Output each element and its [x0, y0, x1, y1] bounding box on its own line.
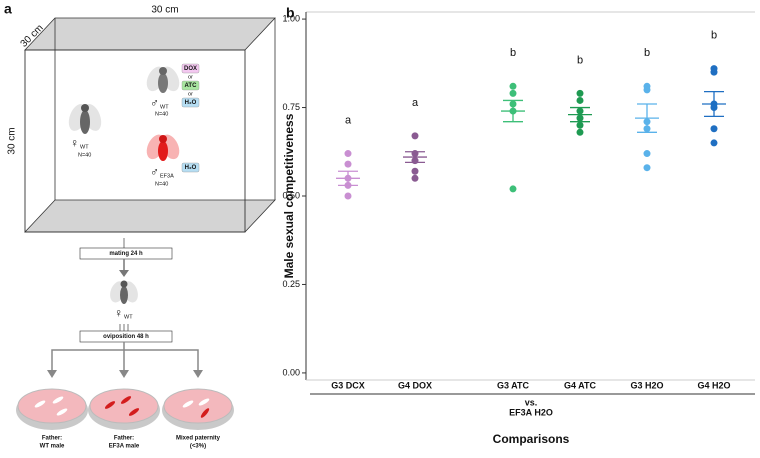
fly-offspring — [110, 280, 138, 304]
cage-top — [24, 17, 276, 51]
data-point — [643, 150, 651, 158]
data-point — [710, 68, 718, 76]
dimension: 30 cm — [7, 127, 18, 154]
significance-letter: b — [577, 54, 583, 66]
significance-letter: a — [412, 97, 419, 109]
dimension: 30 cm — [151, 5, 178, 16]
step-box — [79, 247, 173, 260]
genotype: WT — [160, 104, 169, 110]
significance-letter: b — [711, 30, 717, 42]
outcome-label: Mixed paternity — [176, 436, 221, 442]
genotype: WT — [80, 144, 89, 150]
y-tick-label: 0.75 — [282, 102, 300, 112]
outcome-label: Father: — [114, 436, 134, 442]
x-tick-label: G4 DOX — [398, 380, 432, 390]
data-point — [509, 185, 517, 193]
outcome-label: WT male — [40, 444, 65, 450]
x-tick-label: G3 ATC — [497, 380, 530, 390]
treatment: DOX — [184, 66, 197, 72]
cage-bottom — [24, 199, 276, 233]
dish — [88, 388, 160, 430]
y-axis-title: Male sexual competitiveness — [282, 113, 296, 278]
data-point — [643, 164, 651, 172]
arrowhead — [119, 370, 129, 378]
data-point — [576, 89, 584, 97]
data-point — [411, 167, 419, 175]
treatment: or — [188, 91, 193, 97]
data-point — [509, 89, 517, 97]
fly-male-wt — [146, 66, 180, 93]
y-tick-label: 1.00 — [282, 13, 300, 23]
data-point — [411, 132, 419, 140]
y-tick-label: 0.25 — [282, 279, 300, 289]
step-label: mating 24 h — [109, 251, 143, 257]
panel-letter: b — [286, 5, 295, 21]
reference-label: EF3A H2O — [509, 407, 553, 417]
data-point — [576, 96, 584, 104]
data-point — [344, 192, 352, 200]
step-label: oviposition 48 h — [103, 334, 149, 340]
sample-size: N=40 — [155, 111, 168, 117]
x-tick-label: G3 H2O — [630, 380, 663, 390]
data-point — [576, 128, 584, 136]
label-box — [181, 97, 200, 108]
dish — [162, 388, 234, 430]
treatment: or — [188, 74, 193, 80]
genotype: EF3A — [160, 173, 174, 179]
cage-front — [24, 49, 246, 233]
outcome-label: EF3A male — [109, 444, 140, 450]
panel-letter: a — [4, 1, 12, 17]
data-point — [576, 121, 584, 129]
label-box — [181, 63, 200, 74]
treatment: H₂O — [185, 100, 197, 106]
y-tick-label: 0.50 — [282, 190, 300, 200]
x-axis-title: Comparisons — [493, 432, 570, 446]
arrowhead — [193, 370, 203, 378]
label-box — [181, 162, 200, 173]
sample-size: N=40 — [155, 181, 168, 187]
panel-a: a 30 cm 30 cm 30 cm ♀ WT N=40 ♂ WT N=40 … — [4, 1, 276, 450]
sex-symbol: ♂ — [150, 165, 159, 179]
sex-symbol: ♀ — [70, 136, 79, 150]
significance-letter: b — [510, 47, 516, 59]
y-tick-label: 0.00 — [282, 367, 300, 377]
arrow — [51, 342, 199, 372]
arrowhead — [47, 370, 57, 378]
significance-letter: a — [345, 114, 352, 126]
data-point — [710, 139, 718, 147]
significance-letter: b — [644, 47, 650, 59]
x-tick-label: G4 H2O — [697, 380, 730, 390]
dish — [16, 388, 88, 430]
label-box — [181, 80, 200, 91]
data-point — [411, 174, 419, 182]
data-point — [344, 150, 352, 158]
outcome-label: Father: — [42, 436, 62, 442]
data-point — [509, 82, 517, 90]
data-point — [643, 86, 651, 94]
arrowhead — [119, 270, 129, 277]
genotype: WT — [124, 314, 133, 320]
outcome-label: (<3%) — [190, 444, 206, 450]
step-box — [79, 330, 173, 343]
data-point — [344, 160, 352, 168]
panel-b: b Male sexual competitiveness vs. EF3A H… — [282, 5, 755, 446]
fly-female — [68, 104, 102, 134]
data-point — [710, 125, 718, 133]
sex-symbol: ♂ — [150, 96, 159, 110]
x-tick-label: G3 DCX — [331, 380, 365, 390]
treatment: ATC — [185, 83, 198, 89]
x-tick-label: G4 ATC — [564, 380, 597, 390]
sample-size: N=40 — [78, 152, 91, 158]
reference-label: vs. — [525, 397, 538, 407]
fly-male-ef3a — [146, 134, 180, 161]
treatment: H₂O — [185, 165, 197, 171]
sex-symbol: ♀ — [114, 306, 123, 320]
